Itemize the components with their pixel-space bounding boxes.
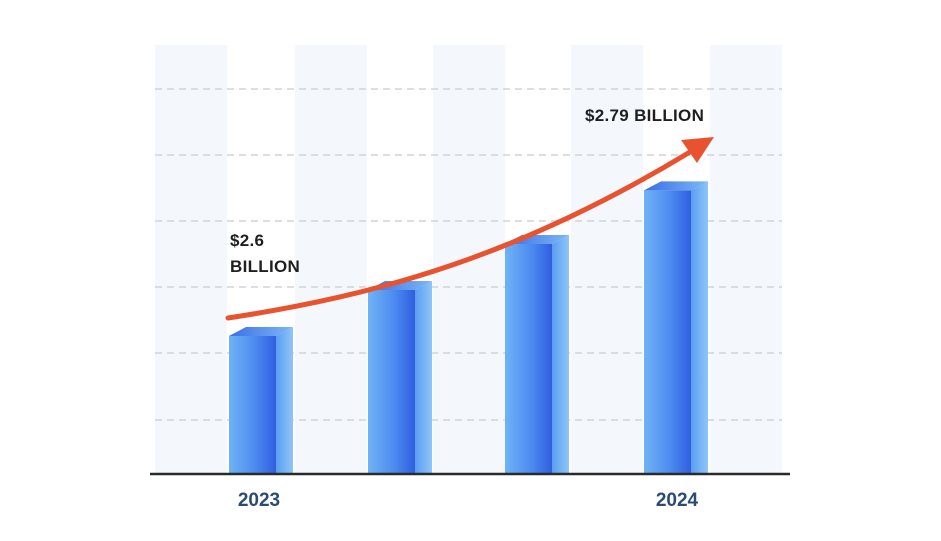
x-tick-label-2024: 2024 bbox=[655, 490, 699, 511]
bar-2 bbox=[368, 281, 432, 474]
bar-front-face bbox=[368, 290, 415, 474]
x-tick-label-2023: 2023 bbox=[237, 490, 281, 511]
bar-4 bbox=[644, 181, 708, 475]
bar-top-face bbox=[644, 181, 708, 191]
column-band bbox=[155, 45, 227, 474]
column-band bbox=[710, 45, 782, 474]
start-value-line1: $2.6 bbox=[230, 231, 265, 250]
bar-side-face bbox=[276, 327, 293, 474]
bar-front-face bbox=[505, 244, 552, 474]
bar-top-face bbox=[229, 327, 293, 336]
trend-arrow bbox=[225, 137, 714, 321]
bar-side-face bbox=[691, 181, 708, 475]
bar-front-face bbox=[229, 336, 276, 474]
start-value-annotation: $2.6 BILLION bbox=[230, 228, 300, 280]
column-band bbox=[571, 45, 643, 474]
start-value-line2: BILLION bbox=[230, 257, 301, 276]
trend-arrow-head bbox=[681, 137, 714, 163]
trend-arrow-line bbox=[225, 149, 693, 321]
end-value-annotation: $2.79 BILLION bbox=[585, 106, 705, 125]
bars bbox=[229, 181, 708, 475]
bar-1 bbox=[229, 327, 293, 474]
bar-front-face bbox=[644, 190, 691, 475]
bar-side-face bbox=[415, 281, 432, 474]
bar-3 bbox=[505, 235, 569, 474]
column-band bbox=[295, 45, 367, 474]
bar-side-face bbox=[552, 235, 569, 474]
column-bands bbox=[155, 45, 782, 474]
